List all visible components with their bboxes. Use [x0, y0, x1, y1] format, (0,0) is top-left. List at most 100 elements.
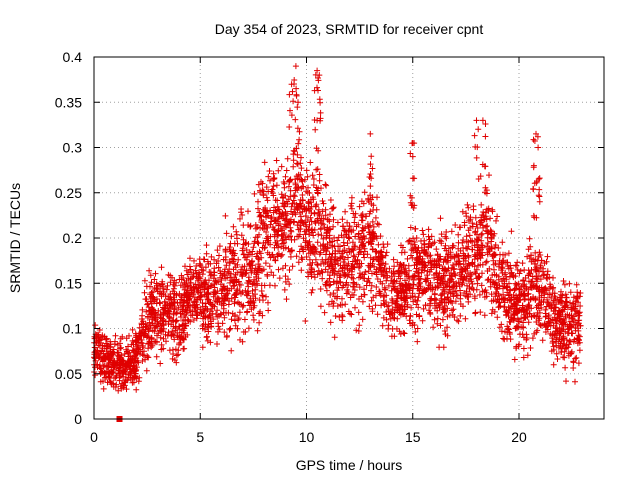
- data-point: [300, 235, 307, 242]
- data-point: [383, 316, 390, 323]
- data-point: [131, 367, 138, 374]
- data-point: [182, 316, 188, 323]
- data-point: [410, 205, 417, 211]
- data-point: [283, 296, 290, 303]
- data-point: [222, 296, 229, 303]
- data-point: [427, 264, 434, 271]
- data-point: [317, 286, 324, 292]
- data-point: [461, 219, 468, 226]
- data-point: [575, 310, 582, 317]
- data-point: [365, 239, 372, 246]
- data-point: [552, 295, 559, 302]
- data-point: [533, 278, 540, 285]
- data-point: [457, 295, 464, 302]
- data-point: [550, 274, 556, 281]
- data-point: [293, 92, 300, 99]
- data-point: [278, 163, 285, 170]
- data-point: [339, 313, 346, 320]
- data-point: [561, 304, 568, 311]
- data-point: [365, 195, 372, 202]
- data-point: [357, 274, 364, 280]
- data-point: [466, 232, 473, 239]
- data-point: [285, 183, 292, 190]
- data-point: [521, 315, 528, 322]
- data-point: [264, 235, 271, 242]
- data-point: [464, 201, 471, 208]
- data-point: [414, 338, 421, 345]
- data-point: [232, 290, 239, 297]
- data-point: [276, 275, 283, 282]
- points-layer: [91, 63, 584, 422]
- data-point: [253, 273, 259, 280]
- data-point: [214, 307, 221, 314]
- data-point: [163, 286, 170, 293]
- data-point: [448, 228, 455, 235]
- data-point: [208, 282, 215, 289]
- data-point: [313, 248, 320, 255]
- data-point: [530, 164, 537, 171]
- data-point: [170, 311, 177, 318]
- data-point: [265, 307, 272, 314]
- data-point: [460, 237, 467, 243]
- data-point: [353, 327, 360, 334]
- data-point: [208, 253, 215, 260]
- data-point: [562, 291, 569, 298]
- data-point: [312, 256, 319, 263]
- data-point: [533, 179, 540, 186]
- y-tick-label: 0.4: [63, 49, 83, 65]
- data-point: [483, 206, 490, 213]
- data-point: [391, 285, 398, 292]
- data-point: [465, 254, 472, 261]
- data-point: [327, 291, 334, 298]
- data-point: [351, 219, 358, 226]
- data-point: [149, 288, 156, 295]
- data-point: [100, 378, 106, 385]
- data-point: [438, 299, 445, 306]
- data-point: [298, 165, 305, 172]
- data-point: [520, 319, 527, 326]
- data-point: [366, 303, 373, 310]
- data-point: [413, 249, 420, 256]
- data-point: [281, 230, 288, 236]
- data-point: [572, 324, 579, 331]
- data-point: [238, 301, 245, 308]
- data-point: [158, 264, 165, 271]
- data-point: [410, 273, 417, 280]
- data-point: [266, 168, 273, 174]
- data-point: [400, 329, 407, 336]
- data-point: [500, 285, 506, 292]
- data-point: [339, 267, 346, 274]
- data-point: [308, 289, 315, 296]
- data-point: [474, 255, 481, 262]
- data-point: [177, 336, 184, 343]
- data-point: [286, 91, 293, 98]
- data-point: [215, 323, 222, 330]
- data-point: [474, 144, 481, 151]
- data-point: [141, 277, 148, 284]
- data-point: [193, 270, 200, 277]
- data-point: [401, 310, 408, 317]
- data-point: [305, 184, 311, 191]
- data-point: [137, 329, 144, 336]
- data-point: [500, 291, 507, 298]
- data-point: [272, 239, 279, 246]
- data-point: [444, 324, 451, 331]
- data-point: [174, 329, 181, 336]
- data-point: [386, 311, 393, 318]
- data-point: [360, 251, 367, 258]
- data-point: [153, 285, 160, 292]
- data-point: [263, 213, 269, 220]
- data-point: [149, 314, 156, 321]
- data-point: [181, 286, 188, 293]
- data-point: [402, 299, 409, 306]
- chart-title: Day 354 of 2023, SRMTID for receiver cpn…: [215, 21, 484, 37]
- data-point: [316, 72, 323, 79]
- data-point: [381, 301, 388, 308]
- data-point: [301, 203, 308, 210]
- data-point: [344, 266, 351, 273]
- data-point: [183, 310, 190, 317]
- data-point: [329, 265, 335, 272]
- data-point: [374, 194, 380, 201]
- data-point: [463, 238, 470, 245]
- data-point: [202, 326, 208, 333]
